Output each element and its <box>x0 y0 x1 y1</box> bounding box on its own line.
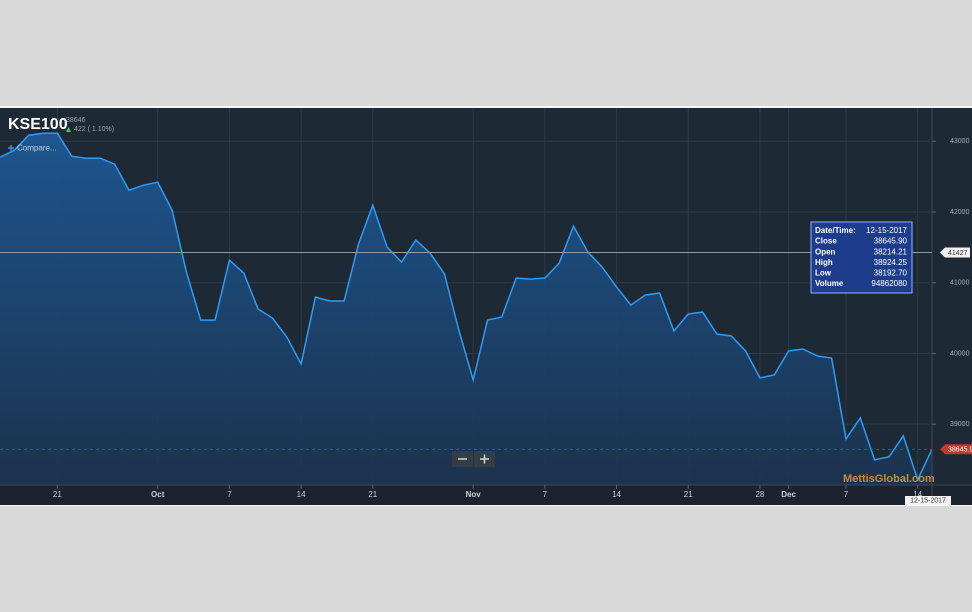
x-axis-band <box>0 485 972 505</box>
y-tick-label: 42000 <box>950 209 970 216</box>
zoom-in-icon <box>480 454 489 464</box>
change: 422 ( 1.10%) <box>74 126 114 133</box>
x-tick-label: 14 <box>913 490 922 499</box>
y-tick-label: 39000 <box>950 421 970 428</box>
tooltip: Date/Time: 12-15-2017 Close 38645.90 Open 382… <box>810 221 913 294</box>
x-tick-label: Nov <box>466 490 482 499</box>
watermark: MettisGlobal.com <box>843 473 935 485</box>
tooltip-key: High <box>815 258 833 267</box>
tooltip-value: 38924.25 <box>874 258 908 267</box>
x-tick-label: 21 <box>368 490 377 499</box>
crosshair-tag <box>940 247 970 258</box>
tooltip-key: Open <box>815 247 836 256</box>
x-tick-label: 21 <box>684 490 693 499</box>
tooltip-box <box>810 221 913 294</box>
tooltip-key: Volume <box>815 279 844 288</box>
last-price-tag <box>940 444 972 455</box>
plot <box>0 132 932 485</box>
tooltip-value: 12-15-2017 <box>866 226 907 235</box>
last-price-label: 38645.90 <box>948 447 972 454</box>
zoom-buttons <box>452 451 495 467</box>
tooltip-value: 38645.90 <box>874 237 908 246</box>
compare-icon[interactable] <box>8 145 14 151</box>
y-tick-label: 43000 <box>950 138 970 145</box>
y-tick-label: 41000 <box>950 280 970 287</box>
tooltip-key: Date/Time: <box>815 226 856 235</box>
tooltip-value: 38192.70 <box>874 269 908 278</box>
x-tick-label: 7 <box>543 490 548 499</box>
x-tick-label: 14 <box>612 490 621 499</box>
x-tick-label: 7 <box>844 490 849 499</box>
compare-button[interactable]: Compare... <box>17 144 57 153</box>
x-tick-label: 7 <box>227 490 232 499</box>
price: 38646 <box>66 117 86 124</box>
tooltip-key: Low <box>815 269 832 278</box>
crosshair-label: 41427 <box>948 250 968 257</box>
tooltip-value: 94862080 <box>871 279 907 288</box>
up-arrow <box>66 127 71 132</box>
y-tick-label: 40000 <box>950 350 970 357</box>
x-tick-label: Oct <box>151 490 165 499</box>
tooltip-key: Close <box>815 237 837 246</box>
tooltip-value: 38214.21 <box>874 247 908 256</box>
line <box>0 132 932 482</box>
date-tag <box>905 496 951 505</box>
date-tag-label: 12-15-2017 <box>910 497 946 504</box>
x-tick-label: 14 <box>297 490 306 499</box>
area <box>0 133 932 485</box>
x-tick-label: 28 <box>755 490 764 499</box>
overlay: 39000 40000 41000 42000 43000 21 Oct 7 14 21 Nov 7 1… <box>0 138 972 499</box>
symbol: KSE100 <box>8 116 68 133</box>
x-tick-label: Dec <box>781 490 796 499</box>
x-tick-label: 21 <box>53 490 62 499</box>
